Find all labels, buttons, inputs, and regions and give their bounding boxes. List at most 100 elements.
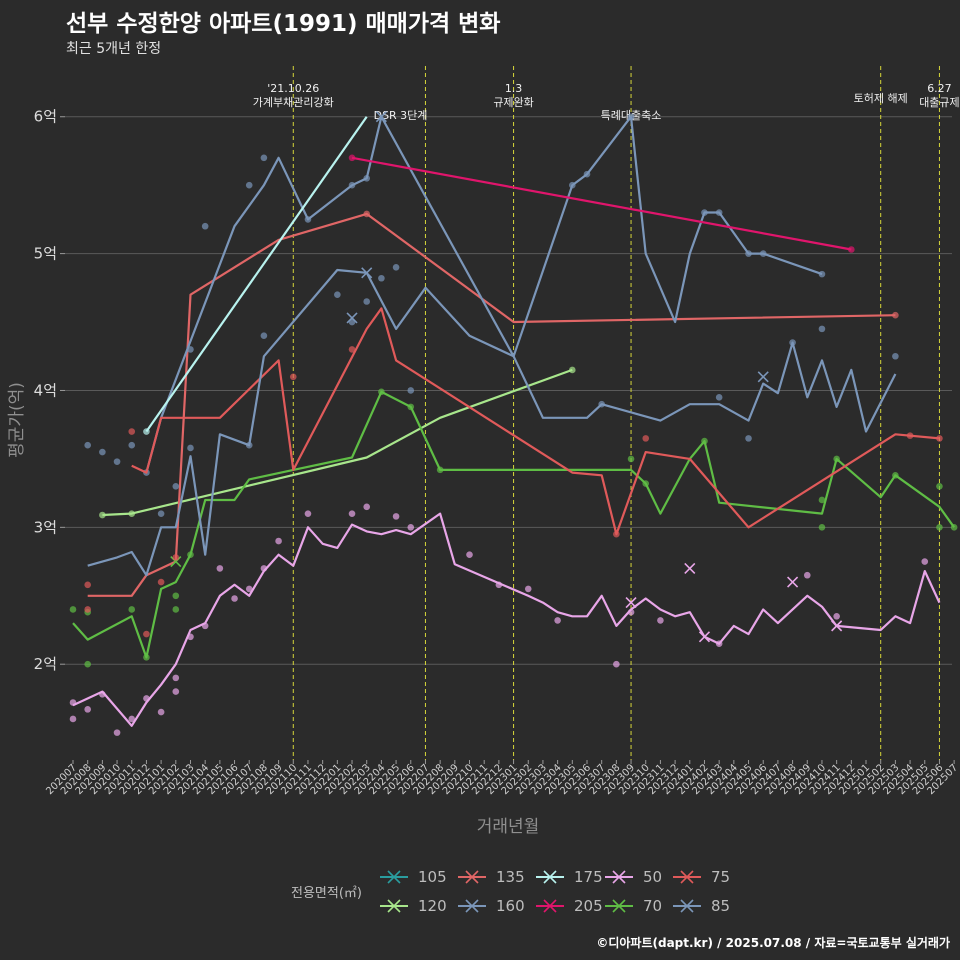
cross-marker — [684, 562, 696, 574]
data-point — [172, 606, 180, 613]
data-point — [69, 606, 77, 613]
series-line — [72, 512, 941, 727]
series-175 — [143, 116, 368, 435]
data-point — [803, 571, 811, 579]
legend-swatch-cross — [680, 899, 694, 913]
series-line — [87, 212, 896, 597]
data-point — [201, 222, 209, 230]
legend-item-70: 70 — [605, 897, 662, 915]
data-point — [363, 298, 371, 305]
series-line — [145, 116, 368, 433]
y-tick-label: 6억 — [34, 108, 57, 126]
event-label-line: '21.10.26 — [267, 82, 319, 95]
event-label: 토허제 해제 — [854, 91, 908, 105]
legend-swatch-cross — [612, 899, 626, 913]
event-label: DSR 3단계 — [374, 109, 428, 122]
x-axis: 2020072020082020092020102020112020122021… — [44, 760, 960, 797]
data-point — [378, 274, 385, 282]
data-point — [99, 511, 106, 519]
data-point — [715, 394, 723, 401]
series-line — [102, 368, 573, 517]
data-point — [128, 715, 136, 723]
grid-lines — [65, 116, 952, 665]
series-line — [145, 115, 823, 473]
legend-label: 175 — [574, 868, 603, 886]
legend-swatch-cross — [387, 870, 401, 884]
data-point — [363, 503, 371, 511]
data-point — [921, 558, 929, 565]
legend-label: 85 — [711, 897, 730, 915]
series-line — [72, 390, 955, 659]
data-point — [392, 513, 400, 520]
cross-marker — [831, 620, 843, 632]
legend-item-120: 120 — [380, 897, 447, 915]
data-point — [818, 496, 826, 504]
series-160 — [143, 111, 826, 476]
data-point — [848, 246, 855, 253]
legend-swatch-cross — [465, 899, 479, 913]
legend-title: 전용면적(㎡) — [291, 886, 362, 901]
series-120 — [99, 366, 576, 519]
cross-marker — [757, 371, 769, 383]
legend-item-205: 205 — [536, 897, 603, 915]
data-point — [172, 482, 180, 490]
data-point — [99, 448, 106, 456]
y-tick-label: 5억 — [34, 245, 57, 263]
data-point — [642, 435, 650, 442]
data-point — [157, 578, 165, 586]
series-50 — [69, 503, 941, 736]
data-point — [936, 435, 943, 442]
data-point — [84, 606, 91, 613]
data-point — [172, 554, 180, 561]
legend-item-135: 135 — [458, 868, 525, 886]
y-axis-title: 평균가(억) — [7, 382, 27, 458]
data-point — [128, 606, 136, 613]
event-label-line: 6.27 — [927, 82, 952, 95]
event-label-line: 규제완화 — [493, 96, 533, 109]
cross-marker — [346, 312, 358, 324]
data-point — [84, 441, 91, 449]
event-label: 1.3 규제완화 — [493, 82, 533, 109]
data-point — [289, 373, 297, 381]
series-line — [131, 307, 940, 536]
series-135 — [87, 210, 899, 597]
data-point — [818, 524, 826, 531]
data-point — [157, 510, 165, 517]
legend-item-105: 105 — [380, 868, 447, 886]
cross-marker — [698, 631, 711, 643]
cross-stroke — [757, 371, 769, 383]
event-label: '21.10.26 가계부채관리강화 — [253, 82, 334, 109]
cross-marker — [625, 597, 637, 609]
x-axis-title: 거래년월 — [477, 817, 540, 837]
data-point — [187, 444, 194, 452]
legend-label: 70 — [643, 897, 662, 915]
legend-swatch-cross — [680, 870, 694, 884]
data-point — [833, 612, 840, 620]
cross-marker — [375, 111, 387, 123]
cross-stroke — [346, 312, 358, 324]
cross-stroke — [698, 631, 711, 643]
data-point — [466, 551, 473, 559]
y-tick-label: 4억 — [34, 381, 57, 399]
cross-stroke — [170, 555, 182, 568]
event-label-line: 대출규제 — [919, 96, 959, 109]
data-point — [348, 510, 356, 517]
legend-swatch-cross — [387, 899, 401, 913]
data-point — [172, 674, 180, 682]
data-point — [216, 565, 224, 572]
data-point — [143, 630, 150, 638]
data-point — [627, 455, 635, 463]
cross-stroke — [625, 597, 637, 609]
legend-item-50: 50 — [605, 868, 662, 886]
event-label-line: 토허제 해제 — [854, 91, 908, 105]
data-point — [275, 537, 282, 545]
series-line — [351, 156, 852, 251]
data-point — [260, 154, 268, 162]
data-point — [936, 482, 943, 490]
legend-label: 160 — [496, 897, 525, 915]
data-point — [245, 585, 253, 593]
data-point — [172, 592, 180, 600]
data-point — [936, 524, 943, 531]
cross-marker — [361, 267, 373, 279]
legend-swatch-cross — [543, 899, 557, 913]
